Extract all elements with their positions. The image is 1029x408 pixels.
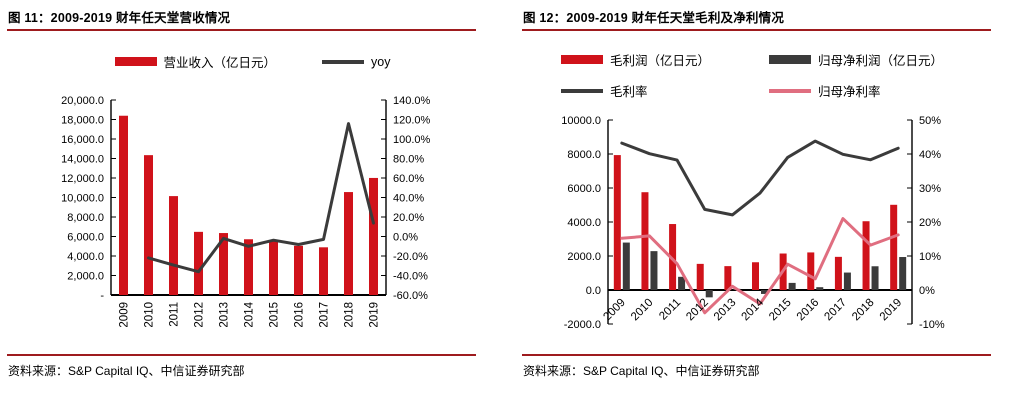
svg-text:2016: 2016 [795, 297, 822, 324]
source-rule [522, 354, 991, 356]
svg-text:14,000.0: 14,000.0 [61, 154, 104, 166]
svg-text:2013: 2013 [712, 297, 739, 324]
svg-text:16,000.0: 16,000.0 [61, 134, 104, 146]
svg-text:8000.0: 8000.0 [567, 149, 601, 161]
svg-text:2018: 2018 [850, 297, 877, 324]
svg-text:2000.0: 2000.0 [567, 251, 601, 263]
svg-text:100.0%: 100.0% [393, 134, 431, 146]
svg-text:20%: 20% [919, 217, 941, 229]
svg-text:2019: 2019 [878, 297, 905, 324]
bar-swatch-icon [769, 55, 811, 64]
svg-text:2014: 2014 [740, 296, 767, 323]
svg-text:50%: 50% [919, 115, 941, 127]
svg-text:-40.0%: -40.0% [393, 271, 428, 283]
svg-text:2012: 2012 [684, 297, 711, 324]
svg-text:20,000.0: 20,000.0 [61, 95, 104, 107]
svg-text:20.0%: 20.0% [393, 212, 424, 224]
svg-text:12,000.0: 12,000.0 [61, 173, 104, 185]
svg-text:2010: 2010 [144, 302, 156, 328]
title-rule [7, 29, 476, 31]
svg-text:2015: 2015 [767, 297, 794, 324]
svg-text:-10%: -10% [919, 319, 945, 331]
svg-text:-60.0%: -60.0% [393, 290, 428, 302]
line-swatch-icon [561, 88, 603, 93]
figure-11-legend: 营业收入（亿日元） yoy [0, 52, 505, 71]
svg-text:40.0%: 40.0% [393, 193, 424, 205]
figure-12-source: 资料来源：S&P Capital IQ、中信证券研究部 [523, 364, 760, 378]
svg-text:-: - [100, 290, 104, 302]
svg-text:10%: 10% [919, 251, 941, 263]
svg-text:6000.0: 6000.0 [567, 183, 601, 195]
svg-text:2014: 2014 [244, 301, 256, 327]
svg-text:2019: 2019 [369, 302, 381, 328]
source-rule [7, 354, 476, 356]
svg-text:2009: 2009 [601, 297, 628, 324]
bar-swatch-icon [561, 55, 603, 64]
svg-text:2016: 2016 [294, 302, 306, 328]
line-swatch-icon [769, 88, 811, 93]
figure-12-legend: 毛利润（亿日元） 归母净利润（亿日元） 毛利率 归母净利率 [561, 50, 943, 100]
figure-11-panel: 图 11：2009-2019 财年任天堂营收情况 营业收入（亿日元） yoy -2… [0, 0, 505, 408]
legend-item: 归母净利润（亿日元） [769, 50, 943, 69]
svg-text:2011: 2011 [657, 297, 683, 323]
svg-text:10,000.0: 10,000.0 [61, 193, 104, 205]
svg-text:4000.0: 4000.0 [567, 217, 601, 229]
svg-text:0%: 0% [919, 285, 935, 297]
figure-11-source: 资料来源：S&P Capital IQ、中信证券研究部 [8, 364, 245, 378]
svg-text:10000.0: 10000.0 [561, 115, 601, 127]
svg-text:2018: 2018 [344, 302, 356, 328]
svg-text:60.0%: 60.0% [393, 173, 424, 185]
svg-text:80.0%: 80.0% [393, 154, 424, 166]
svg-text:2010: 2010 [629, 297, 656, 324]
svg-text:2017: 2017 [319, 302, 331, 328]
svg-text:2011: 2011 [169, 302, 181, 327]
legend-label: 毛利润（亿日元） [610, 54, 711, 68]
legend-label: 归母净利率 [818, 85, 881, 99]
legend-label: yoy [371, 54, 391, 69]
legend-item: 毛利率 [561, 81, 769, 100]
svg-text:0.0%: 0.0% [393, 232, 418, 244]
svg-text:4,000.0: 4,000.0 [67, 251, 104, 263]
svg-text:140.0%: 140.0% [393, 95, 431, 107]
legend-label: 毛利率 [610, 85, 648, 99]
legend-item: 归母净利率 [769, 81, 943, 100]
svg-text:-2000.0: -2000.0 [564, 319, 601, 331]
svg-text:2012: 2012 [194, 302, 206, 328]
svg-text:120.0%: 120.0% [393, 115, 431, 127]
svg-text:40%: 40% [919, 149, 941, 161]
legend-label: 归母净利润（亿日元） [818, 54, 944, 68]
legend-item: yoy [322, 55, 390, 69]
svg-text:6,000.0: 6,000.0 [67, 232, 104, 244]
figure-12-title: 图 12：2009-2019 财年任天堂毛利及净利情况 [523, 11, 785, 25]
svg-text:2013: 2013 [219, 302, 231, 328]
svg-text:2017: 2017 [822, 297, 849, 324]
svg-text:8,000.0: 8,000.0 [67, 212, 104, 224]
figure-11-title: 图 11：2009-2019 财年任天堂营收情况 [8, 11, 231, 25]
legend-item: 营业收入（亿日元） [114, 52, 277, 71]
svg-text:0.0: 0.0 [586, 285, 601, 297]
legend-item: 毛利润（亿日元） [561, 50, 769, 69]
svg-text:30%: 30% [919, 183, 941, 195]
svg-text:2015: 2015 [269, 302, 281, 328]
svg-text:18,000.0: 18,000.0 [61, 115, 104, 127]
bar-swatch-icon [114, 57, 157, 66]
svg-text:2,000.0: 2,000.0 [67, 271, 104, 283]
svg-text:2009: 2009 [119, 302, 131, 328]
legend-label: 营业收入（亿日元） [163, 56, 277, 70]
svg-text:-20.0%: -20.0% [393, 251, 428, 263]
figure-12-panel: 图 12：2009-2019 财年任天堂毛利及净利情况 毛利润（亿日元） 归母净利… [515, 0, 1029, 408]
title-rule [522, 29, 991, 31]
line-swatch-icon [322, 59, 365, 64]
